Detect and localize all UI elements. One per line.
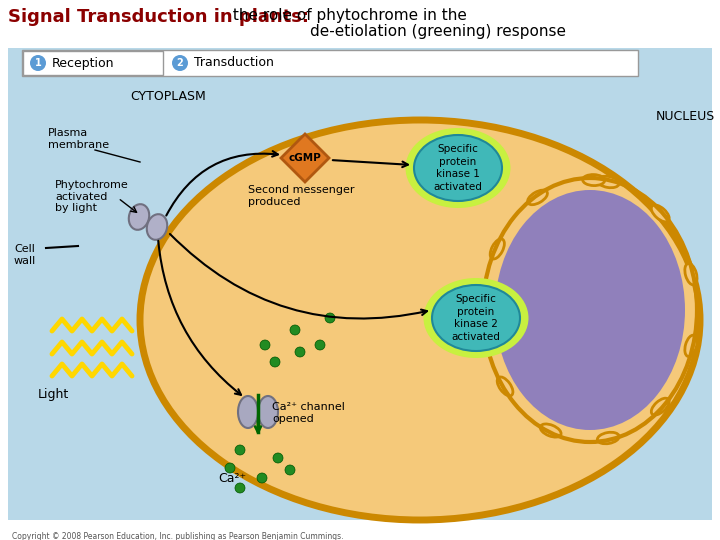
FancyBboxPatch shape xyxy=(22,50,638,76)
Text: 2: 2 xyxy=(176,58,184,68)
Text: Specific
protein
kinase 1
activated: Specific protein kinase 1 activated xyxy=(433,144,482,192)
Ellipse shape xyxy=(652,205,669,222)
Circle shape xyxy=(225,463,235,473)
Ellipse shape xyxy=(129,204,149,230)
FancyBboxPatch shape xyxy=(23,51,163,75)
FancyBboxPatch shape xyxy=(8,48,712,520)
Text: Copyright © 2008 Pearson Education, Inc. publishing as Pearson Benjamin Cummings: Copyright © 2008 Pearson Education, Inc.… xyxy=(12,532,343,540)
Ellipse shape xyxy=(258,396,278,428)
Circle shape xyxy=(273,453,283,463)
Circle shape xyxy=(235,483,245,493)
Ellipse shape xyxy=(685,264,697,285)
Text: Ca²⁺: Ca²⁺ xyxy=(218,472,246,485)
Ellipse shape xyxy=(582,174,605,186)
Text: Reception: Reception xyxy=(52,57,114,70)
Text: Signal Transduction in plants:: Signal Transduction in plants: xyxy=(8,8,309,26)
Text: Ca²⁺ channel
opened: Ca²⁺ channel opened xyxy=(272,402,345,423)
Text: de-etiolation (greening) response: de-etiolation (greening) response xyxy=(310,24,566,39)
Text: Transduction: Transduction xyxy=(194,57,274,70)
Circle shape xyxy=(257,473,267,483)
Ellipse shape xyxy=(238,396,258,428)
Text: the role of phytochrome in the: the role of phytochrome in the xyxy=(228,8,467,23)
Ellipse shape xyxy=(685,335,697,356)
Ellipse shape xyxy=(598,176,619,188)
Ellipse shape xyxy=(528,190,547,205)
Ellipse shape xyxy=(490,239,505,259)
Ellipse shape xyxy=(498,377,513,396)
Circle shape xyxy=(315,340,325,350)
Circle shape xyxy=(325,313,335,323)
Ellipse shape xyxy=(405,128,510,208)
Text: Light: Light xyxy=(38,388,69,401)
Text: Cell
wall: Cell wall xyxy=(14,244,36,266)
Ellipse shape xyxy=(495,190,685,430)
Circle shape xyxy=(260,340,270,350)
Text: 1: 1 xyxy=(35,58,41,68)
Ellipse shape xyxy=(432,285,520,351)
Text: cGMP: cGMP xyxy=(289,153,321,163)
Text: NUCLEUS: NUCLEUS xyxy=(656,110,715,123)
Circle shape xyxy=(295,347,305,357)
Circle shape xyxy=(235,445,245,455)
Circle shape xyxy=(30,55,46,71)
Text: CYTOPLASM: CYTOPLASM xyxy=(130,90,206,103)
Text: Specific
protein
kinase 2
activated: Specific protein kinase 2 activated xyxy=(451,294,500,342)
Circle shape xyxy=(270,357,280,367)
Text: Second messenger
produced: Second messenger produced xyxy=(248,185,354,207)
Ellipse shape xyxy=(414,135,502,201)
Circle shape xyxy=(290,325,300,335)
Text: Plasma
membrane: Plasma membrane xyxy=(48,128,109,150)
Ellipse shape xyxy=(423,278,528,358)
Ellipse shape xyxy=(652,398,669,415)
Circle shape xyxy=(172,55,188,71)
Ellipse shape xyxy=(140,120,700,520)
Polygon shape xyxy=(281,134,329,182)
Text: Phytochrome
activated
by light: Phytochrome activated by light xyxy=(55,180,129,213)
Ellipse shape xyxy=(480,308,491,330)
Circle shape xyxy=(285,465,295,475)
Ellipse shape xyxy=(147,214,167,240)
Ellipse shape xyxy=(540,424,561,437)
Ellipse shape xyxy=(598,433,619,444)
